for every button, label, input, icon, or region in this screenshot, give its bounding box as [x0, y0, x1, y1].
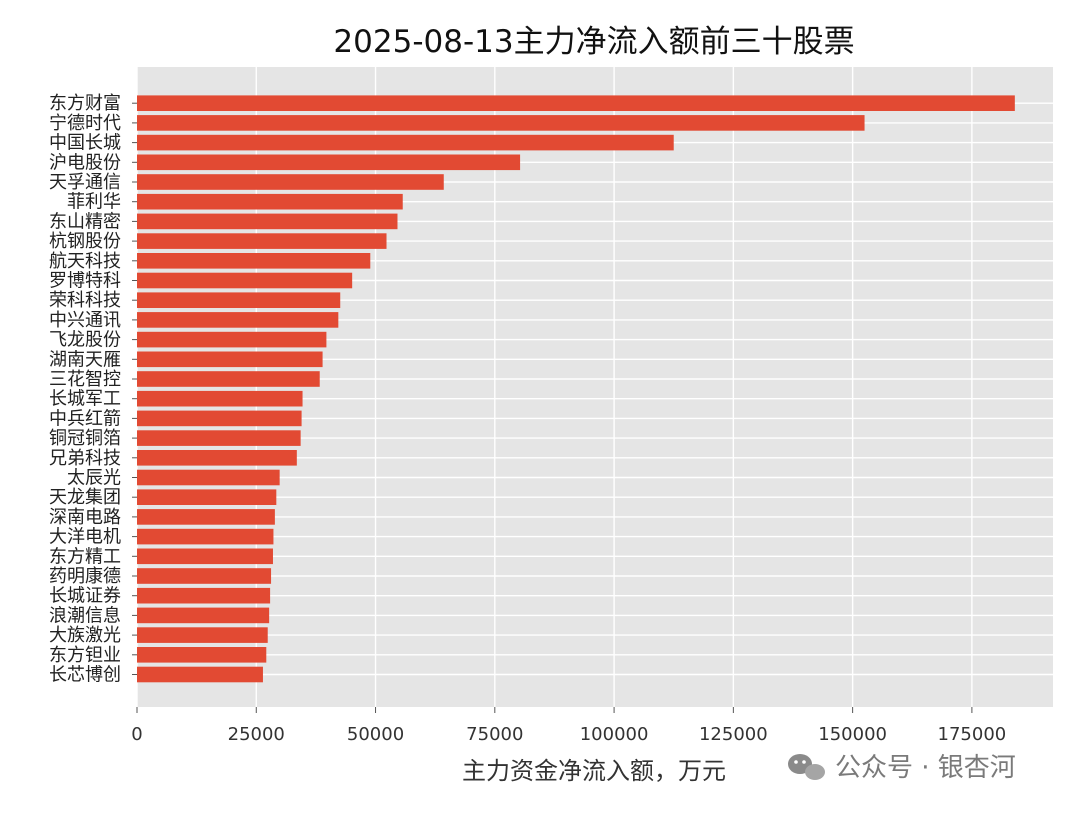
y-tick-label: 罗博特科: [49, 271, 121, 292]
y-tick-label: 中兴通讯: [49, 310, 121, 331]
y-tick-label: 大族激光: [49, 625, 121, 646]
bar: [137, 253, 371, 269]
y-tick-label: 太辰光: [67, 468, 121, 489]
bar: [137, 213, 398, 230]
y-tick-label: 长芯博创: [49, 665, 121, 686]
y-tick-label: 兄弟科技: [49, 448, 121, 469]
bar: [137, 666, 263, 683]
bar: [137, 174, 444, 190]
y-tick-label: 东山精密: [49, 211, 121, 232]
x-tick-label: 0: [131, 724, 142, 745]
y-tick-label: 湖南天雁: [49, 349, 121, 370]
x-tick-label: 175000: [938, 724, 1007, 745]
wechat-icon: [788, 754, 825, 780]
y-tick-label: 东方钽业: [49, 645, 121, 666]
bar: [137, 312, 339, 328]
y-tick-label: 浪潮信息: [49, 605, 121, 626]
bar: [137, 292, 341, 308]
x-tick-label: 150000: [818, 724, 887, 745]
x-tick-label: 125000: [699, 724, 768, 745]
y-tick-label: 东方精工: [49, 546, 121, 567]
y-tick-label: 宁德时代: [49, 113, 121, 134]
bar-layer: [137, 95, 1015, 683]
bar: [137, 568, 272, 584]
bar: [137, 450, 297, 466]
bar: [137, 509, 275, 525]
bar: [137, 430, 301, 446]
bar: [137, 647, 267, 663]
bar: [137, 154, 521, 171]
bar: [137, 587, 271, 604]
watermark-text: 公众号 · 银杏河: [835, 753, 1016, 783]
bar: [137, 410, 302, 427]
y-tick-label: 荣科科技: [49, 290, 121, 311]
y-tick-label: 长城军工: [49, 389, 121, 410]
y-axis: 东方财富宁德时代中国长城沪电股份天孚通信菲利华东山精密杭钢股份航天科技罗博特科荣…: [49, 93, 137, 686]
bar: [137, 489, 277, 505]
chart-title: 2025-08-13主力净流入额前三十股票: [333, 24, 854, 60]
bar: [137, 371, 320, 387]
y-tick-label: 铜冠铜箔: [49, 428, 121, 449]
plot-background: [137, 67, 1053, 707]
y-tick-label: 菲利华: [67, 192, 121, 213]
x-tick-label: 100000: [580, 724, 649, 745]
y-tick-label: 杭钢股份: [49, 231, 121, 252]
y-tick-label: 大洋电机: [49, 527, 121, 548]
bar: [137, 627, 268, 643]
y-tick-label: 中兵红箭: [49, 408, 121, 429]
y-tick-label: 天龙集团: [49, 487, 121, 508]
y-tick-label: 中国长城: [49, 133, 121, 154]
x-tick-label: 25000: [228, 724, 285, 745]
bar: [137, 469, 280, 486]
bar: [137, 134, 674, 151]
x-axis: 0 25000 50000 75000 100000 125000 150000 175000: [131, 707, 1006, 745]
bar: [137, 528, 274, 545]
x-axis-label: 主力资金净流入额，万元: [462, 757, 726, 785]
y-tick-label: 药明康德: [49, 566, 121, 587]
bar: [137, 390, 303, 407]
y-tick-label: 三花智控: [49, 369, 121, 390]
x-tick-label: 50000: [347, 724, 404, 745]
bar: [137, 548, 273, 565]
y-tick-label: 东方财富: [49, 93, 121, 114]
bar: [137, 272, 353, 289]
y-tick-label: 长城证券: [49, 586, 121, 607]
bar: [137, 351, 323, 368]
y-tick-label: 沪电股份: [49, 152, 121, 173]
bar: [137, 193, 403, 210]
y-tick-label: 天孚通信: [49, 172, 121, 193]
x-tick-label: 75000: [466, 724, 523, 745]
bar: [137, 607, 270, 624]
y-tick-label: 飞龙股份: [49, 330, 121, 351]
watermark: 公众号 · 银杏河: [788, 753, 1016, 783]
bar: [137, 233, 387, 249]
y-tick-label: 航天科技: [49, 251, 121, 272]
bar: [137, 115, 865, 131]
y-tick-label: 深南电路: [49, 507, 121, 528]
bar: [137, 331, 327, 348]
bar: [137, 95, 1015, 111]
